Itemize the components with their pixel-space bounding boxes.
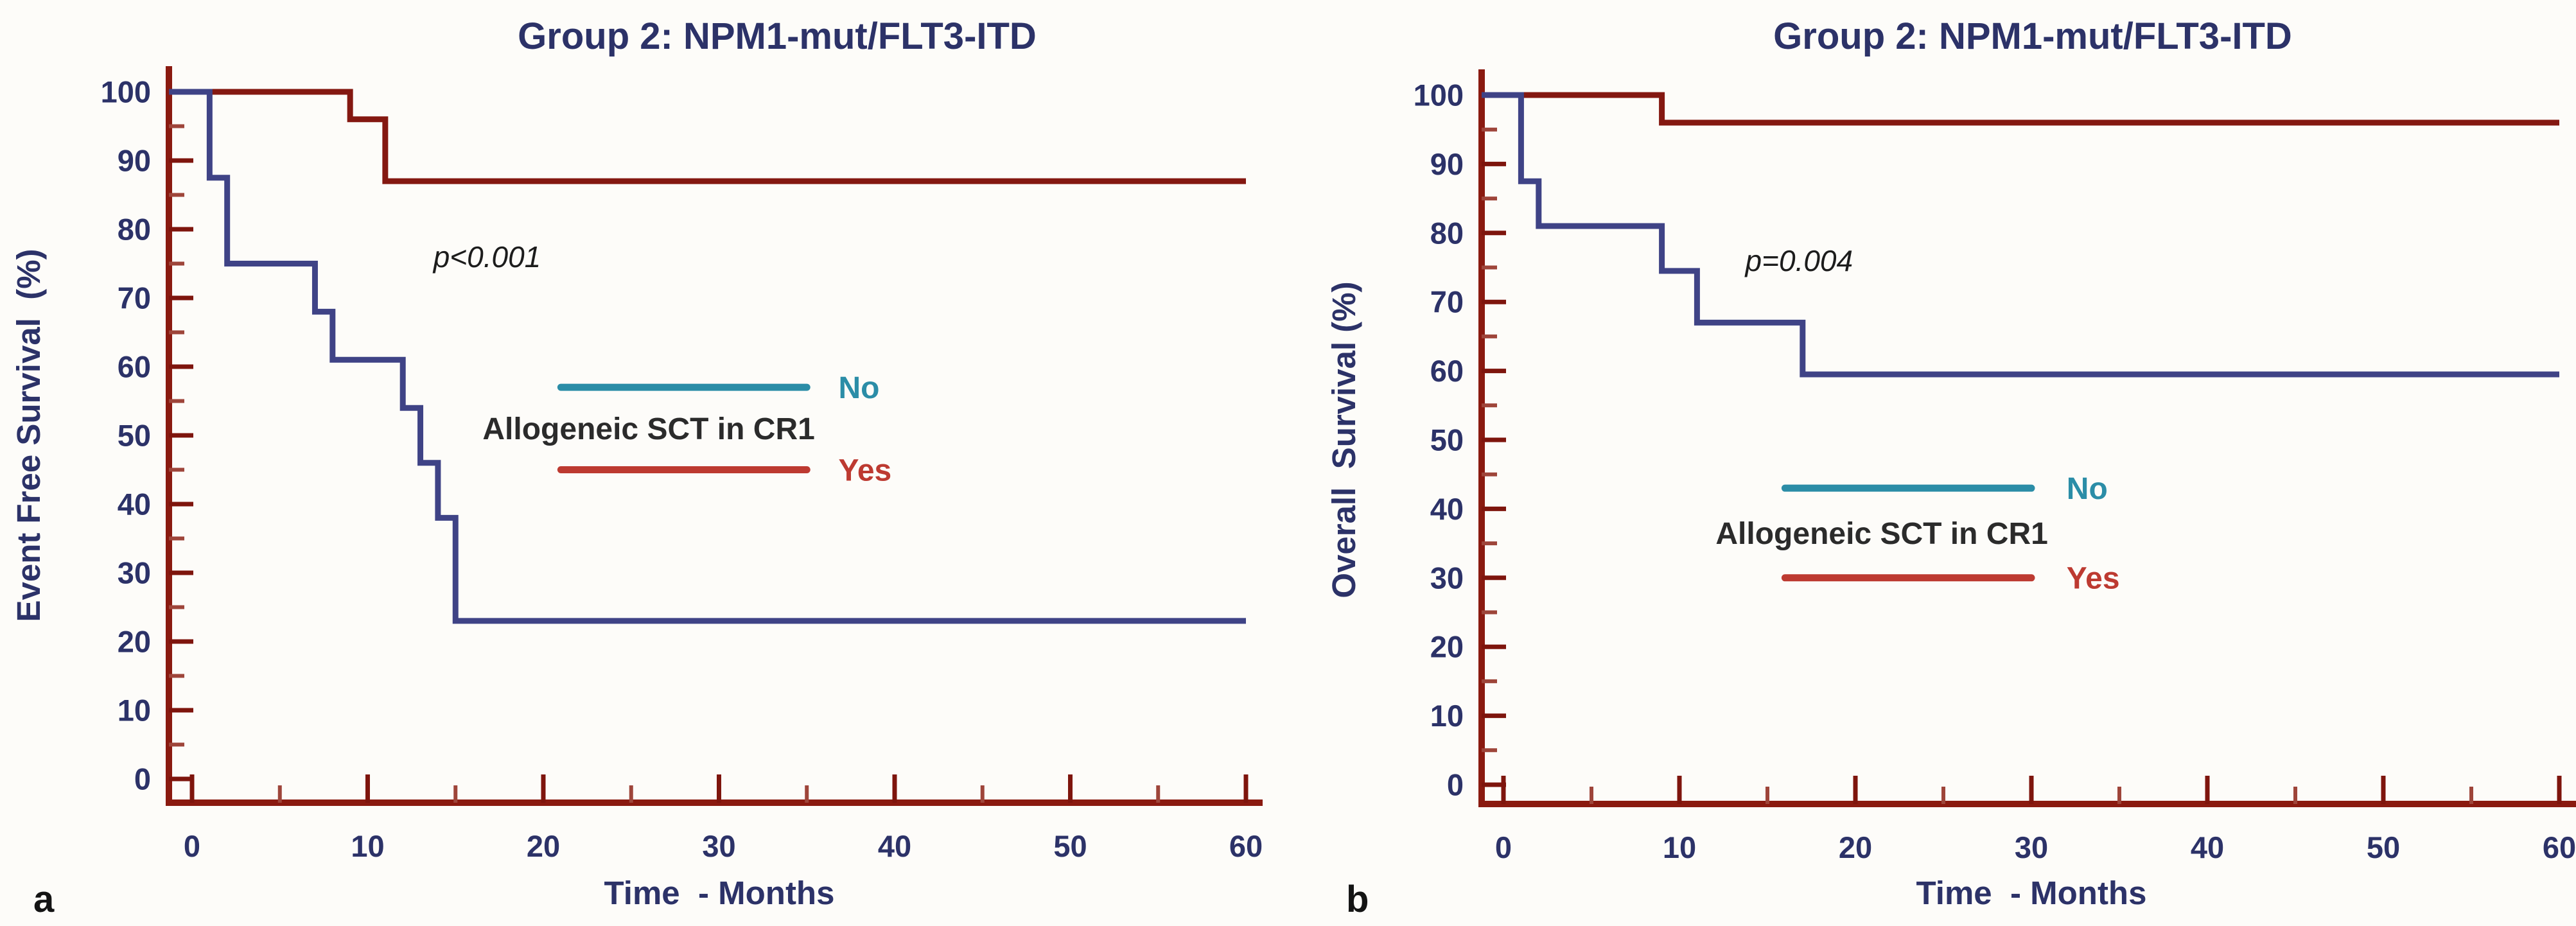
y-tick-label: 30: [1430, 561, 1464, 595]
x-tick-label: 30: [702, 829, 735, 863]
x-tick-label: 10: [351, 829, 384, 863]
y-tick-label: 80: [1430, 216, 1464, 250]
x-tick-label: 50: [2367, 830, 2400, 864]
km-curve-yes: [1482, 92, 2559, 126]
y-tick-label: 100: [1414, 78, 1464, 112]
legend-title: Allogeneic SCT in CR1: [482, 412, 814, 446]
y-tick-label: 0: [1447, 767, 1464, 801]
x-axis-title: Time - Months: [1916, 875, 2147, 911]
x-axis-title: Time - Months: [604, 875, 835, 911]
y-tick-label: 70: [1430, 285, 1464, 319]
y-tick-label: 10: [118, 693, 151, 727]
chart-title: Group 2: NPM1-mut/FLT3-ITD: [1773, 15, 2292, 57]
y-tick-label: 50: [118, 418, 151, 452]
x-tick-label: 50: [1053, 829, 1087, 863]
legend: Allogeneic SCT in CR1 No Yes: [1715, 472, 2119, 596]
legend-label-yes: Yes: [2067, 562, 2120, 596]
legend-label-yes: Yes: [838, 453, 891, 487]
y-tick-label: 60: [118, 349, 151, 383]
legend-title: Allogeneic SCT in CR1: [1715, 517, 2047, 551]
p-value-annotation: p=0.004: [1744, 244, 1853, 277]
x-tick-label: 20: [527, 829, 560, 863]
y-tick-label: 40: [118, 487, 151, 521]
y-tick-label: 30: [118, 555, 151, 590]
panel-b: 0 10 20 30 40 50 60 70 80 90 100 0 10 20 30 40 50 60 Group…: [1326, 15, 2576, 920]
y-axis-title: Overall Survival (%): [1326, 281, 1362, 598]
x-tick-label: 0: [184, 829, 200, 863]
y-tick-label: 40: [1430, 492, 1464, 526]
x-tick-label: 30: [2015, 830, 2048, 864]
x-tick-label: 40: [878, 829, 911, 863]
x-tick-label: 60: [2543, 830, 2576, 864]
y-tick-label: 20: [1430, 630, 1464, 664]
x-tick-label: 0: [1495, 830, 1512, 864]
p-value-annotation: p<0.001: [432, 240, 541, 274]
x-tick-label: 10: [1663, 830, 1696, 864]
y-tick-label: 80: [118, 212, 151, 246]
y-tick-label: 10: [1430, 699, 1464, 733]
x-tick-label: 60: [1229, 829, 1263, 863]
panel-letter-b: b: [1346, 878, 1369, 920]
y-tick-label: 60: [1430, 354, 1464, 388]
x-tick-label: 20: [1839, 830, 1872, 864]
legend-label-no: No: [838, 371, 879, 405]
y-axis-title: Event Free Survival (%): [10, 249, 47, 622]
legend-label-no: No: [2067, 472, 2108, 506]
y-tick-label: 90: [1430, 147, 1464, 181]
chart-title: Group 2: NPM1-mut/FLT3-ITD: [518, 15, 1037, 57]
km-curve-no: [169, 89, 1246, 624]
panel-letter-a: a: [33, 878, 55, 920]
y-tick-label: 100: [101, 74, 151, 109]
km-curve-yes: [169, 89, 1246, 184]
legend: Allogeneic SCT in CR1 No Yes: [482, 371, 891, 487]
y-tick-label: 50: [1430, 423, 1464, 457]
y-tick-label: 90: [118, 143, 151, 177]
y-tick-label: 70: [118, 281, 151, 315]
x-tick-label: 40: [2191, 830, 2224, 864]
km-curve-no: [1482, 92, 2559, 378]
y-tick-label: 0: [134, 762, 151, 796]
y-tick-label: 20: [118, 624, 151, 658]
panel-a: 0 10 20 30 40 50 60 70 80 90 100 0 10 20 30 40 50 60 Group…: [10, 15, 1263, 920]
